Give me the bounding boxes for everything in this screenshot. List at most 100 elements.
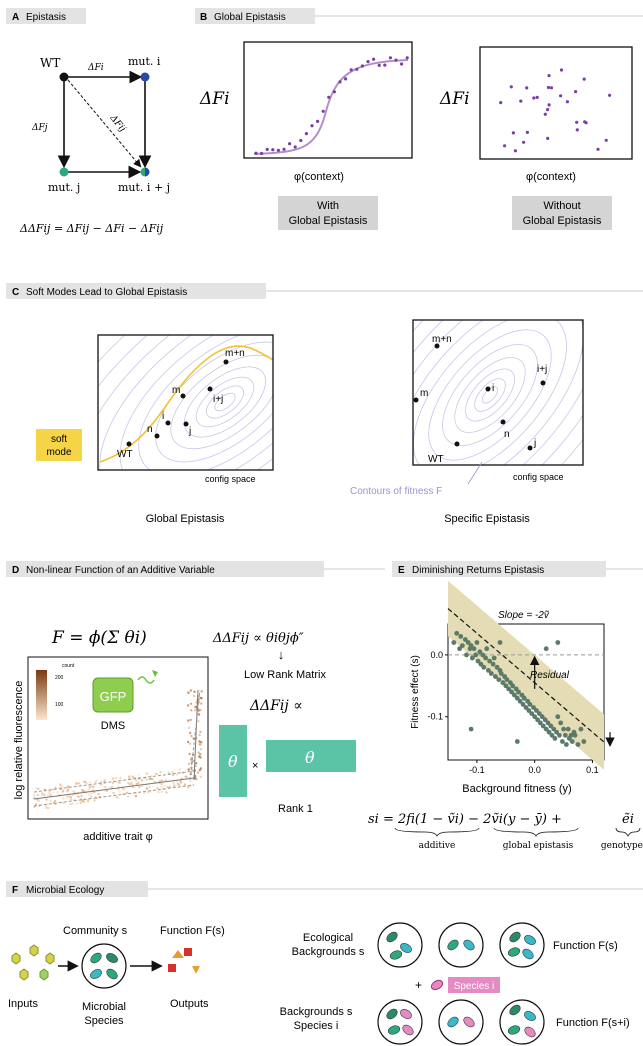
svg-text:Without: Without bbox=[543, 200, 580, 212]
fitness-point bbox=[473, 652, 479, 658]
dms-variant-point bbox=[90, 795, 93, 798]
svg-text:+: + bbox=[415, 978, 422, 992]
dms-variant-point bbox=[93, 799, 96, 802]
specific-epistasis-point bbox=[546, 136, 550, 140]
dms-variant-point bbox=[146, 772, 149, 775]
fitness-point bbox=[498, 671, 504, 676]
specific-epistasis-point bbox=[522, 140, 526, 144]
global-epistasis-point bbox=[388, 56, 392, 60]
fitness-point bbox=[543, 726, 549, 732]
dms-variant-point bbox=[41, 793, 44, 796]
global-epistasis-point bbox=[338, 80, 342, 84]
fitness-point bbox=[468, 643, 474, 648]
dms-variant-point bbox=[197, 751, 200, 754]
dms-variant-point bbox=[54, 786, 57, 789]
dms-variant-point bbox=[77, 782, 80, 785]
dms-variant-point bbox=[185, 775, 188, 779]
svg-text:si = 2fi(1 − ṽi) − 2ṽi(y − ȳ): si = 2fi(1 − ṽi) − 2ṽi(y − ȳ) + bbox=[368, 812, 562, 827]
svg-text:B: B bbox=[200, 12, 207, 23]
fitness-point bbox=[478, 661, 484, 667]
dms-variant-point bbox=[172, 784, 176, 787]
dms-variant-point bbox=[137, 773, 140, 776]
fitness-point bbox=[506, 686, 512, 692]
fitness-point bbox=[474, 640, 480, 645]
specific-epistasis-point bbox=[543, 112, 547, 116]
dms-variant-point bbox=[199, 775, 202, 779]
dms-variant-point bbox=[183, 783, 187, 786]
dms-variant-point bbox=[46, 793, 49, 797]
dms-variant-point bbox=[66, 788, 70, 791]
specific-epistasis-point bbox=[608, 93, 612, 97]
dms-variant-point bbox=[62, 789, 65, 792]
dms-variant-point bbox=[159, 770, 162, 774]
dms-variant-point bbox=[94, 780, 97, 784]
microbe-cell bbox=[509, 931, 521, 943]
svg-text:φ(context): φ(context) bbox=[526, 171, 576, 183]
specific-epistasis-point bbox=[513, 149, 518, 153]
svg-text:Microbial: Microbial bbox=[82, 1001, 126, 1013]
fitness-point bbox=[509, 689, 514, 695]
fitness-point bbox=[569, 739, 575, 744]
dms-variant-point bbox=[191, 768, 194, 772]
dms-variant-point bbox=[177, 783, 181, 787]
dms-variant-point bbox=[90, 784, 93, 788]
dms-variant-point bbox=[186, 786, 189, 789]
svg-text:i: i bbox=[492, 383, 494, 394]
dms-variant-point bbox=[200, 741, 203, 744]
dms-variant-point bbox=[67, 795, 70, 798]
fitness-point bbox=[581, 739, 587, 744]
dms-variant-point bbox=[200, 697, 203, 700]
fitness-point bbox=[555, 640, 561, 645]
global-epistasis-point bbox=[265, 147, 269, 151]
dms-variant-point bbox=[48, 791, 51, 795]
fitness-point bbox=[458, 634, 464, 639]
fitness-point bbox=[488, 671, 494, 676]
svg-text:mode: mode bbox=[46, 447, 71, 458]
svg-text:Outputs: Outputs bbox=[170, 998, 209, 1010]
svg-text:config space: config space bbox=[205, 474, 256, 484]
specific-epistasis-point bbox=[535, 95, 539, 99]
svg-text:Species: Species bbox=[84, 1015, 124, 1027]
dms-variant-point bbox=[198, 733, 201, 737]
dms-variant-point bbox=[190, 734, 193, 738]
dms-variant-point bbox=[167, 771, 170, 774]
specific-epistasis-point bbox=[583, 120, 587, 124]
microbe-cell bbox=[522, 948, 534, 960]
fitness-point bbox=[491, 655, 497, 661]
svg-text:Global Epistasis: Global Epistasis bbox=[289, 215, 368, 227]
y-tick-label: -0.1 bbox=[427, 712, 443, 722]
dms-variant-point bbox=[130, 781, 133, 784]
svg-text:WT: WT bbox=[117, 449, 133, 460]
dms-variant-point bbox=[148, 777, 152, 781]
dms-variant-point bbox=[103, 789, 107, 793]
dms-variant-point bbox=[145, 787, 149, 790]
dms-variant-point bbox=[146, 778, 149, 781]
global-epistasis-point bbox=[383, 63, 387, 67]
dms-variant-point bbox=[145, 772, 148, 775]
slope-label: Slope = -2ṽ bbox=[498, 610, 550, 621]
svg-text:m: m bbox=[172, 385, 180, 396]
fitness-point bbox=[475, 658, 481, 664]
dms-variant-point bbox=[87, 798, 90, 802]
dms-variant-point bbox=[137, 781, 140, 785]
global-epistasis-point bbox=[310, 124, 314, 128]
fitness-point bbox=[535, 717, 540, 723]
dms-variant-point bbox=[187, 691, 190, 694]
svg-text:ΔΔFij ∝ θiθjϕ″: ΔΔFij ∝ θiθjϕ″ bbox=[212, 631, 304, 646]
fitness-point bbox=[480, 652, 486, 658]
global-epistasis-with: ΔFi φ(context) With Global Epistasis bbox=[199, 41, 413, 230]
svg-text:n: n bbox=[504, 429, 510, 440]
fitness-point bbox=[483, 655, 488, 661]
x-tick-label: -0.1 bbox=[469, 765, 485, 775]
fitness-point bbox=[564, 742, 569, 747]
dms-variant-point bbox=[197, 713, 201, 716]
svg-text:Global Epistasis: Global Epistasis bbox=[523, 215, 602, 227]
svg-text:C: C bbox=[12, 287, 19, 298]
fitness-point bbox=[464, 652, 469, 658]
dms-variant-point bbox=[45, 798, 48, 801]
dms-variant-point bbox=[188, 726, 191, 729]
microbe-cell bbox=[447, 939, 459, 951]
microbe-cell bbox=[400, 943, 412, 953]
dms-variant-point bbox=[37, 799, 40, 802]
svg-text:F: F bbox=[12, 885, 18, 896]
